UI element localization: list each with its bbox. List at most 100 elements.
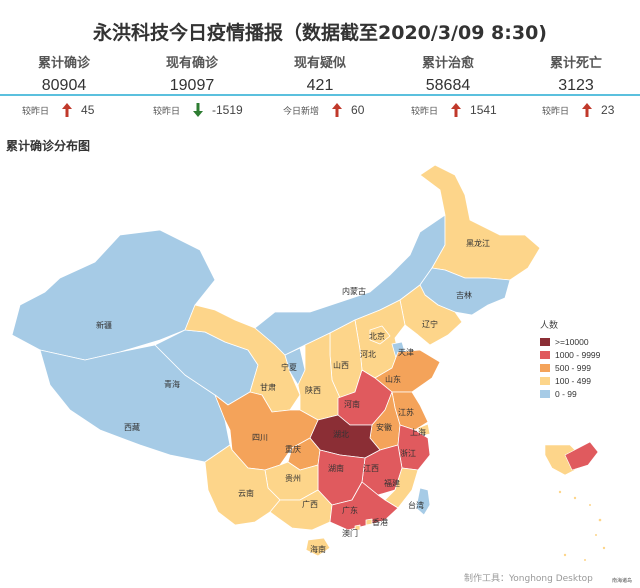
delta-value: 1541 bbox=[470, 103, 497, 117]
footer-tool-credit: 制作工具：Yonghong Desktop bbox=[464, 574, 593, 584]
label-hebei: 河北 bbox=[360, 349, 376, 359]
delta-label: 较昨日 bbox=[411, 106, 439, 117]
label-hunan: 湖南 bbox=[328, 463, 344, 473]
south-sea-inset bbox=[544, 441, 606, 561]
stat-value: 3123 bbox=[558, 77, 594, 94]
legend-item[interactable]: 1000 - 9999 bbox=[540, 348, 635, 361]
stat-total-cured: 累计治愈 58684 bbox=[384, 52, 512, 95]
delta-value: -1519 bbox=[212, 103, 243, 117]
delta-label: 今日新增 bbox=[283, 106, 320, 117]
map-title: 累计确诊分布图 bbox=[6, 139, 91, 153]
label-ningxia: 宁夏 bbox=[281, 362, 297, 372]
region-guangdong[interactable] bbox=[329, 481, 399, 531]
arrow-up-icon bbox=[62, 103, 73, 117]
stat-current-confirmed: 现有确诊 19097 bbox=[128, 52, 256, 95]
delta-current-confirmed: 较昨日 -1519 bbox=[153, 100, 281, 120]
region-beijing[interactable] bbox=[369, 325, 391, 345]
label-sichuan: 四川 bbox=[252, 433, 268, 442]
stat-label: 现有疑似 bbox=[293, 56, 346, 71]
label-tianjin: 天津 bbox=[398, 347, 414, 357]
arrow-up-icon bbox=[451, 103, 462, 117]
label-qinghai: 青海 bbox=[164, 379, 180, 389]
label-taiwan: 台湾 bbox=[408, 500, 424, 510]
region-xinjiang[interactable] bbox=[11, 229, 216, 361]
south-sea-note: 南海诸岛 bbox=[612, 578, 633, 584]
label-henan: 河南 bbox=[344, 399, 360, 409]
label-jilin: 吉林 bbox=[456, 290, 472, 300]
stat-total-confirmed: 累计确诊 80904 bbox=[0, 52, 128, 95]
label-shanghai: 上海 bbox=[410, 427, 426, 437]
delta-label: 较昨日 bbox=[542, 106, 570, 117]
stat-label: 累计确诊 bbox=[37, 56, 90, 71]
delta-value: 60 bbox=[351, 103, 365, 117]
stat-value: 80904 bbox=[41, 77, 87, 94]
region-macau[interactable] bbox=[354, 524, 361, 531]
delta-current-suspected: 今日新增 60 bbox=[283, 100, 411, 120]
region-gansu[interactable] bbox=[184, 304, 301, 413]
delta-total-cured: 较昨日 1541 bbox=[411, 100, 539, 120]
label-beijing: 北京 bbox=[369, 331, 385, 341]
region-heilongjiang[interactable] bbox=[419, 164, 541, 281]
label-anhui: 安徽 bbox=[376, 422, 392, 432]
stat-value: 421 bbox=[306, 77, 334, 94]
legend-item[interactable]: 500 - 999 bbox=[540, 361, 635, 374]
delta-label: 较昨日 bbox=[153, 106, 181, 117]
delta-total-deaths: 较昨日 23 bbox=[542, 100, 640, 120]
legend-label: >=10000 bbox=[555, 336, 589, 347]
stats-row: 累计确诊 80904 现有确诊 19097 现有疑似 421 累计治愈 5868… bbox=[0, 52, 640, 96]
legend-label: 0 - 99 bbox=[555, 388, 577, 399]
stat-current-suspected: 现有疑似 421 bbox=[256, 52, 384, 95]
delta-label: 较昨日 bbox=[22, 106, 50, 117]
label-guangxi: 广西 bbox=[302, 499, 318, 509]
stat-label: 累计死亡 bbox=[549, 56, 602, 71]
province-labels: 黑龙江 吉林 辽宁 内蒙古 新疆 西藏 青海 甘肃 宁夏 陕西 山西 河北 北京… bbox=[96, 238, 490, 554]
label-hubei: 湖北 bbox=[333, 430, 349, 439]
arrow-down-icon bbox=[193, 103, 204, 117]
region-taiwan[interactable] bbox=[415, 487, 431, 516]
label-hainan: 海南 bbox=[310, 544, 326, 554]
region-guangxi[interactable] bbox=[269, 489, 333, 531]
legend-swatch bbox=[540, 337, 550, 346]
label-shaanxi: 陕西 bbox=[305, 385, 321, 395]
label-shanxi: 山西 bbox=[333, 360, 349, 370]
label-fujian: 福建 bbox=[384, 478, 400, 488]
label-jiangxi: 江西 bbox=[363, 464, 379, 473]
legend-swatch bbox=[540, 350, 550, 359]
delta-value: 23 bbox=[601, 103, 615, 117]
legend-title: 人数 bbox=[540, 321, 559, 331]
legend-item[interactable]: 0 - 99 bbox=[540, 387, 635, 400]
stat-value: 19097 bbox=[169, 77, 215, 94]
label-liaoning: 辽宁 bbox=[422, 319, 438, 329]
page-title: 永洪科技今日疫情播报（数据截至2020/3/09 8:30) bbox=[93, 22, 547, 44]
region-liaoning[interactable] bbox=[399, 284, 463, 346]
stat-label: 现有确诊 bbox=[165, 56, 218, 71]
stat-value: 58684 bbox=[425, 77, 471, 94]
region-hongkong[interactable] bbox=[365, 518, 373, 526]
stat-label: 累计治愈 bbox=[421, 56, 474, 71]
legend-label: 1000 - 9999 bbox=[555, 349, 601, 360]
label-guizhou: 贵州 bbox=[285, 473, 301, 483]
label-chongqing: 重庆 bbox=[285, 444, 301, 454]
legend-item[interactable]: >=10000 bbox=[540, 335, 635, 348]
legend-swatch bbox=[540, 376, 550, 385]
map-legend: 人数 >=10000 1000 - 9999 500 - 999 100 - 4… bbox=[540, 318, 635, 400]
label-yunnan: 云南 bbox=[238, 488, 254, 498]
label-jiangsu: 江苏 bbox=[398, 407, 414, 417]
legend-label: 100 - 499 bbox=[555, 375, 591, 386]
china-choropleth-map: 黑龙江 吉林 辽宁 内蒙古 新疆 西藏 青海 甘肃 宁夏 陕西 山西 河北 北京… bbox=[11, 164, 606, 561]
label-guangdong: 广东 bbox=[342, 505, 358, 515]
label-macau: 澳门 bbox=[342, 528, 358, 538]
label-zhejiang: 浙江 bbox=[400, 448, 416, 458]
label-xizang: 西藏 bbox=[124, 422, 140, 432]
label-neimenggu: 内蒙古 bbox=[342, 286, 366, 296]
region-hainan[interactable] bbox=[305, 537, 331, 557]
legend-item[interactable]: 100 - 499 bbox=[540, 374, 635, 387]
delta-total-confirmed: 较昨日 45 bbox=[22, 100, 150, 120]
label-xinjiang: 新疆 bbox=[96, 320, 112, 330]
deltas-row: 较昨日 45 较昨日 -1519 今日新增 60 较昨日 1541 较昨日 23 bbox=[0, 100, 640, 120]
label-heilongjiang: 黑龙江 bbox=[466, 238, 490, 248]
arrow-up-icon bbox=[582, 103, 593, 117]
legend-swatch bbox=[540, 389, 550, 398]
delta-value: 45 bbox=[81, 103, 95, 117]
legend-label: 500 - 999 bbox=[555, 362, 591, 373]
